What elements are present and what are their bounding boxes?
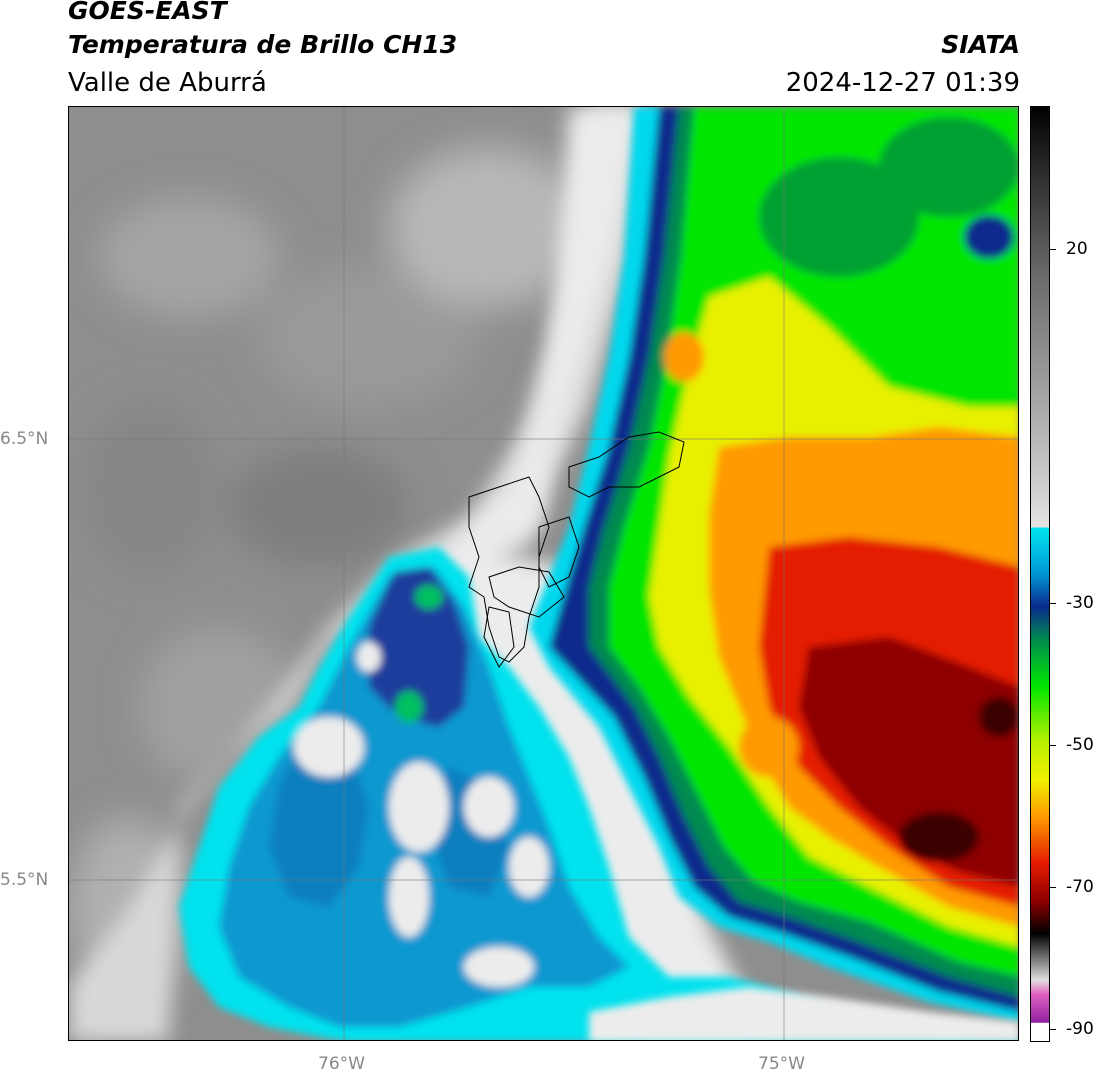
colorbar-tick xyxy=(1050,745,1056,746)
brightness-temperature-map xyxy=(68,106,1019,1041)
region-subtitle: Valle de Aburrá xyxy=(68,68,267,98)
colorbar-label-20: 20 xyxy=(1066,239,1088,259)
colorbar-label-minus90: -90 xyxy=(1066,1019,1094,1039)
brand-label: SIATA xyxy=(941,30,1020,59)
lat-label-6-5: 6.5°N xyxy=(0,429,49,449)
map-gridlines xyxy=(69,107,1018,1040)
colorbar-tick xyxy=(1050,887,1056,888)
map-field xyxy=(69,107,1018,1040)
convective-system xyxy=(529,107,1018,1022)
colorbar xyxy=(1030,106,1050,1042)
colorbar-label-minus30: -30 xyxy=(1066,593,1094,613)
colorbar-gradient xyxy=(1031,107,1049,1041)
colorbar-label-minus50: -50 xyxy=(1066,735,1094,755)
lon-label-76: 76°W xyxy=(318,1054,365,1074)
colorbar-tick xyxy=(1050,1029,1056,1030)
colorbar-label-minus70: -70 xyxy=(1066,877,1094,897)
colorbar-tick xyxy=(1050,603,1056,604)
satellite-title: GOES-EAST xyxy=(68,0,227,25)
cold-cloud-southwest xyxy=(179,547,1018,1040)
datetime-label: 2024-12-27 01:39 xyxy=(785,68,1020,98)
south-edge xyxy=(589,987,1018,1040)
lon-label-75: 75°W xyxy=(758,1054,805,1074)
municipality-boundaries xyxy=(468,431,685,668)
colorbar-tick xyxy=(1050,249,1056,250)
lat-label-5-5: 5.5°N xyxy=(0,870,49,890)
product-title: Temperatura de Brillo CH13 xyxy=(68,30,458,59)
